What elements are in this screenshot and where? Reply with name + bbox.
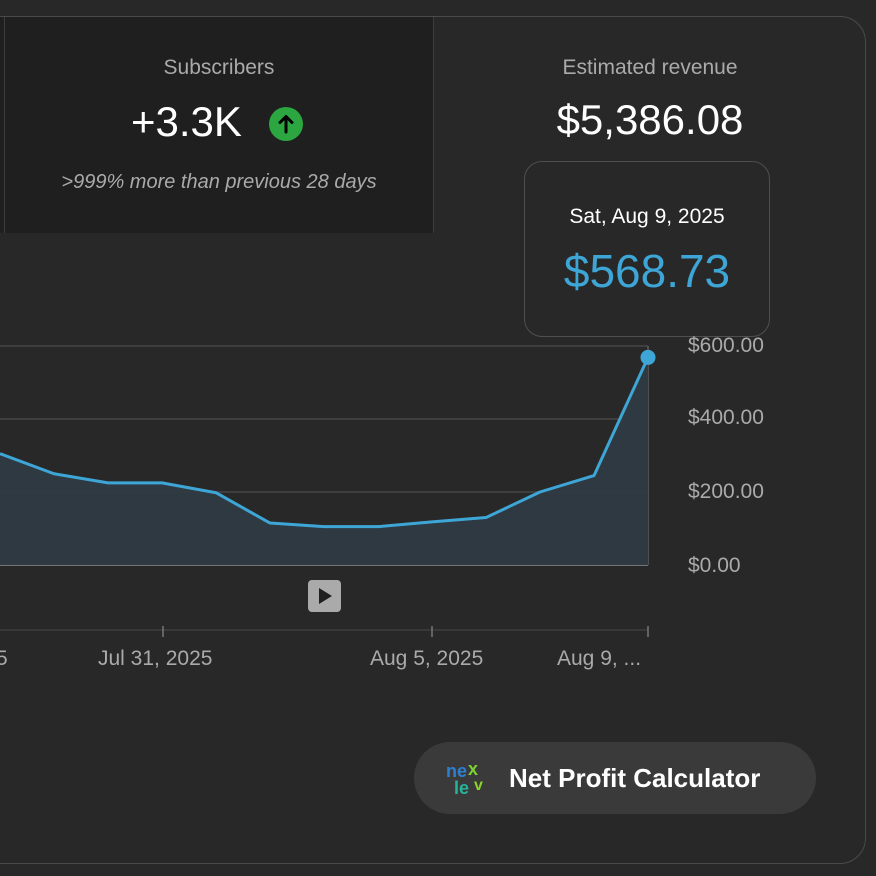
x-tick-label: Aug 5, 2025 — [370, 647, 484, 670]
tooltip-date: Sat, Aug 9, 2025 — [569, 205, 725, 228]
svg-text:le: le — [454, 778, 469, 798]
chart-tooltip: Sat, Aug 9, 2025 $568.73 — [524, 161, 770, 337]
tooltip-value: $568.73 — [563, 245, 731, 297]
x-tick-label: 5 — [0, 647, 8, 670]
tile-divider — [433, 17, 434, 233]
revenue-label: Estimated revenue — [562, 56, 738, 79]
y-tick-label: $400.00 — [688, 406, 764, 429]
x-tick-label: Aug 9, ... — [557, 647, 642, 670]
y-tick-label: $600.00 — [688, 334, 764, 357]
subscribers-comparison: >999% more than previous 28 days — [61, 171, 377, 193]
revenue-value: $5,386.08 — [556, 96, 744, 143]
svg-text:v: v — [474, 777, 483, 794]
play-icon — [319, 588, 332, 604]
trend-up-icon — [269, 107, 303, 141]
y-tick-label: $200.00 — [688, 480, 764, 503]
svg-text:x: x — [468, 760, 478, 779]
cta-label: Net Profit Calculator — [509, 763, 761, 793]
svg-text:ne: ne — [446, 761, 467, 781]
subscribers-value: +3.3K — [131, 98, 242, 145]
y-tick-label: $0.00 — [688, 554, 741, 577]
subscribers-metric-tile[interactable] — [0, 17, 434, 233]
tile-divider — [4, 17, 5, 233]
play-button[interactable] — [308, 580, 341, 612]
x-tick-label: Jul 31, 2025 — [98, 647, 213, 670]
subscribers-label: Subscribers — [163, 56, 275, 79]
nextlev-logo-icon: ne x le v — [446, 760, 483, 798]
net-profit-calculator-button[interactable]: ne x le v Net Profit Calculator — [414, 742, 816, 814]
